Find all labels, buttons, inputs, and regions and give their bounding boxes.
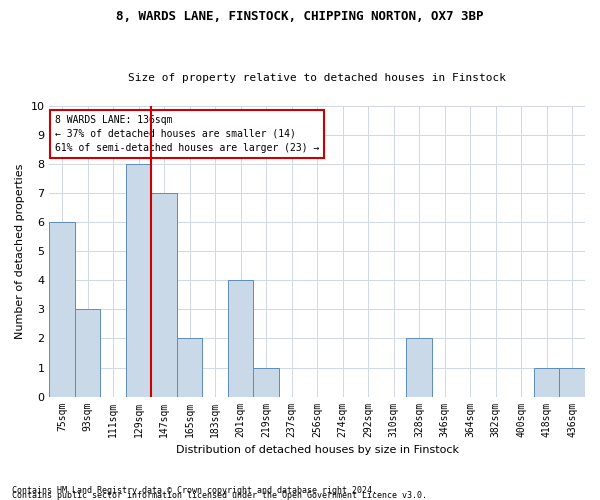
Bar bbox=[49, 222, 75, 396]
Bar bbox=[253, 368, 279, 396]
Text: 8, WARDS LANE, FINSTOCK, CHIPPING NORTON, OX7 3BP: 8, WARDS LANE, FINSTOCK, CHIPPING NORTON… bbox=[116, 10, 484, 23]
Title: Size of property relative to detached houses in Finstock: Size of property relative to detached ho… bbox=[128, 73, 506, 83]
Bar bbox=[559, 368, 585, 396]
Text: Contains HM Land Registry data © Crown copyright and database right 2024.: Contains HM Land Registry data © Crown c… bbox=[12, 486, 377, 495]
Bar bbox=[406, 338, 432, 396]
Bar bbox=[75, 310, 100, 396]
X-axis label: Distribution of detached houses by size in Finstock: Distribution of detached houses by size … bbox=[176, 445, 459, 455]
Bar bbox=[534, 368, 559, 396]
Text: 8 WARDS LANE: 136sqm
← 37% of detached houses are smaller (14)
61% of semi-detac: 8 WARDS LANE: 136sqm ← 37% of detached h… bbox=[55, 114, 319, 152]
Bar bbox=[228, 280, 253, 396]
Bar bbox=[126, 164, 151, 396]
Bar bbox=[177, 338, 202, 396]
Text: Contains public sector information licensed under the Open Government Licence v3: Contains public sector information licen… bbox=[12, 491, 427, 500]
Bar bbox=[151, 193, 177, 396]
Y-axis label: Number of detached properties: Number of detached properties bbox=[15, 164, 25, 339]
